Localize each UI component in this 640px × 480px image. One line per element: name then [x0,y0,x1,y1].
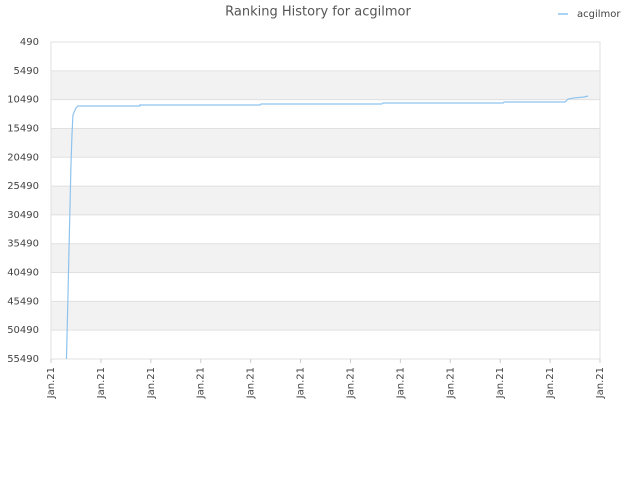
grid-band [51,243,600,273]
y-tick-label: 10490 [7,95,39,106]
grid-band [51,128,600,158]
chart-title: Ranking History for acgilmor [225,5,411,20]
y-tick-label: 50490 [7,325,39,336]
grid-band [51,301,600,331]
y-tick-label: 20490 [7,152,39,163]
grid-band [51,186,600,215]
y-tick-label: 55490 [7,354,39,365]
grid-band [51,70,600,100]
y-tick-label: 40490 [7,268,39,279]
x-tick-label: Jan.21 [395,367,406,399]
y-tick-label: 35490 [7,239,39,250]
x-tick-label: Jan.21 [196,367,207,399]
x-tick-label: Jan.21 [146,367,157,399]
x-tick-label: Jan.21 [246,367,257,399]
y-tick-label: 490 [20,37,39,48]
y-tick-label: 15490 [7,123,39,134]
y-tick-label: 30490 [7,210,39,221]
x-tick-label: Jan.21 [296,367,307,399]
y-tick-label: 45490 [7,296,39,307]
x-tick-label: Jan.21 [595,367,606,399]
x-tick-label: Jan.21 [46,367,57,399]
x-tick-label: Jan.21 [345,367,356,399]
line [65,95,589,360]
y-tick-label: 5490 [14,66,39,77]
x-tick-label: Jan.21 [445,367,456,399]
x-tick-label: Jan.21 [495,367,506,399]
plot-border [50,41,601,360]
x-tick-label: Jan.21 [96,367,107,399]
x-tick-label: Jan.21 [545,367,556,399]
y-tick-label: 25490 [7,181,39,192]
legend-label: acgilmor [577,9,621,20]
